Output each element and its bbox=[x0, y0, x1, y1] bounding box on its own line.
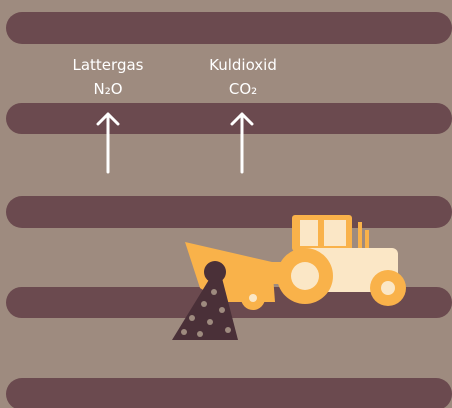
window bbox=[300, 220, 318, 246]
hub bbox=[291, 262, 319, 290]
particle bbox=[211, 289, 217, 295]
particle bbox=[197, 331, 203, 337]
particle bbox=[181, 329, 187, 335]
gas-name: Lattergas bbox=[73, 56, 144, 74]
particle bbox=[201, 301, 207, 307]
page: {"labels": [ {"name": "Lattergas", "form… bbox=[0, 0, 452, 408]
stripe bbox=[6, 12, 452, 44]
particle bbox=[219, 307, 225, 313]
hub bbox=[249, 294, 257, 302]
particle bbox=[207, 319, 213, 325]
spout bbox=[204, 261, 226, 283]
gas-name: Kuldioxid bbox=[209, 56, 277, 74]
stripe bbox=[6, 196, 452, 228]
particle bbox=[225, 327, 231, 333]
stripe bbox=[6, 378, 452, 408]
particle bbox=[189, 315, 195, 321]
illustration: Lattergas N₂O Kuldioxid CO₂ bbox=[0, 0, 452, 408]
window bbox=[324, 220, 346, 246]
hub bbox=[381, 281, 395, 295]
exhaust bbox=[358, 222, 362, 252]
gas-formula: CO₂ bbox=[229, 80, 257, 98]
gas-formula: N₂O bbox=[93, 80, 122, 98]
stripe bbox=[6, 103, 452, 134]
